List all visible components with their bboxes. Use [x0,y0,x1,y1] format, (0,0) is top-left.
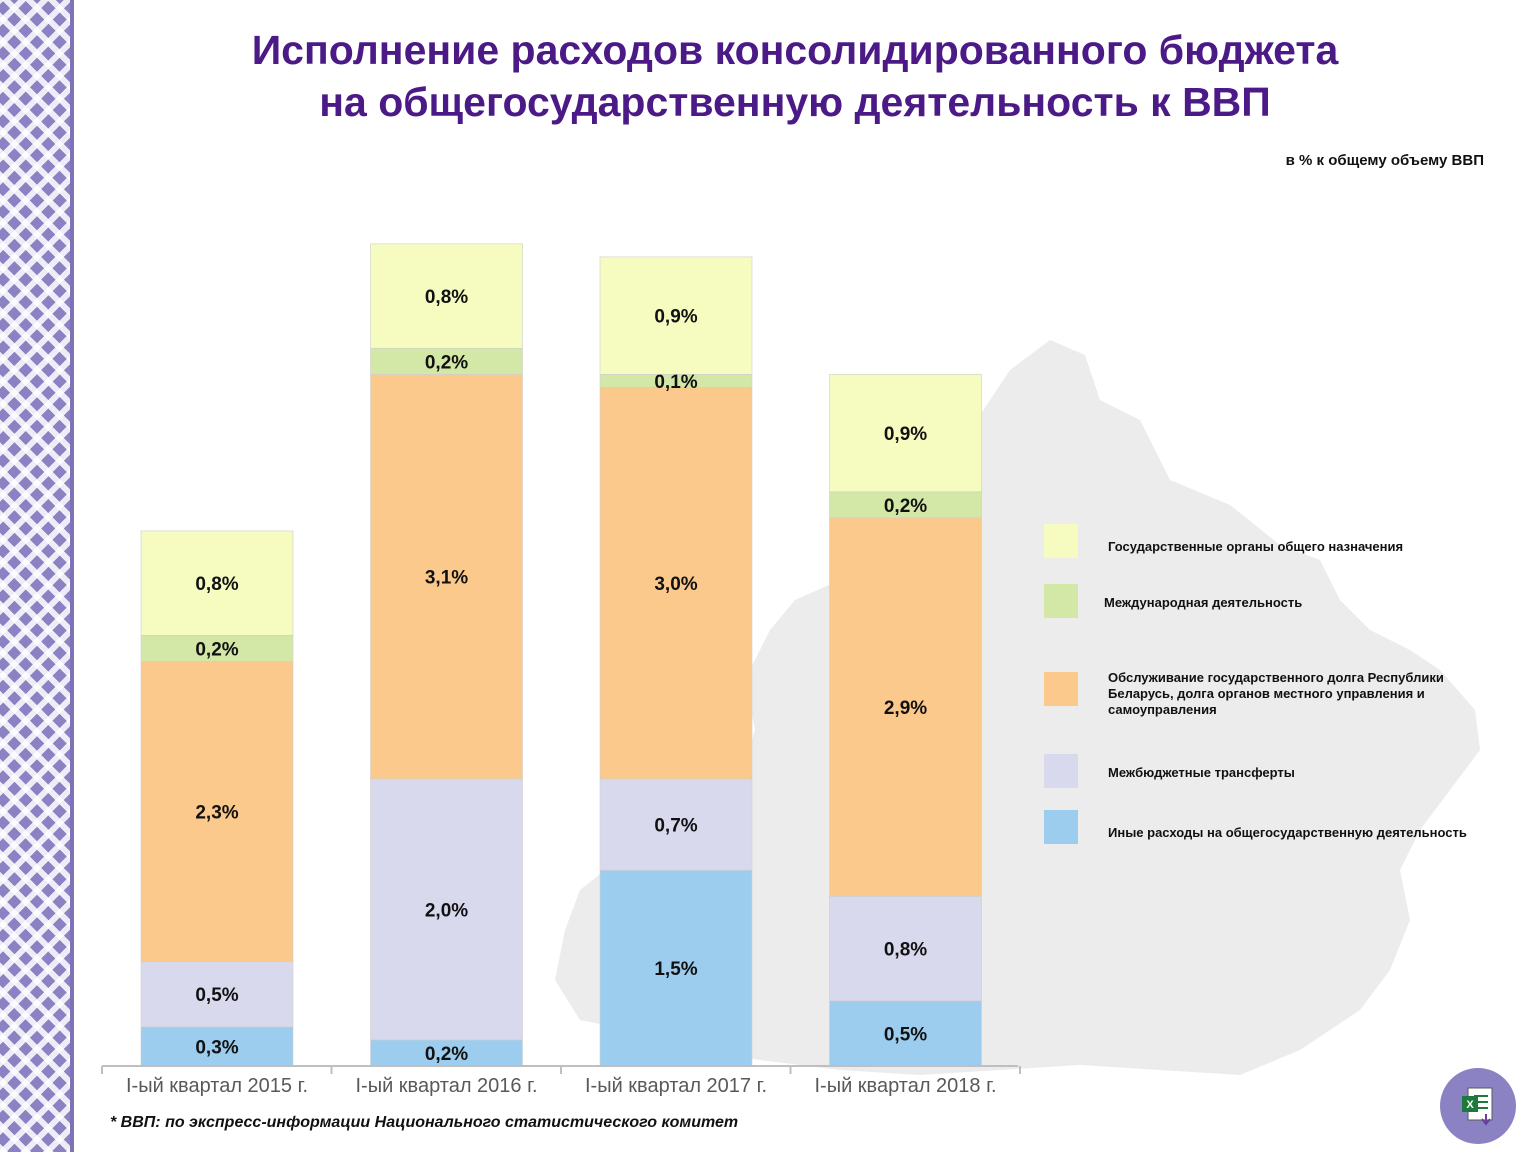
legend-label-international: Международная деятельность [1104,595,1303,610]
x-tick-label-2: I-ый квартал 2017 г. [585,1075,767,1097]
data-label-gov_bodies-0: 0,8% [195,574,238,595]
bars-group: 0,3% 0,5% 2,3% 0,2% 0,8% 0,2% 2,0% 3,1% 0,2% 0,8%… [140,243,982,1067]
bar-segment-transfers-3 [829,896,982,1002]
legend-label-transfers: Межбюджетные трансферты [1108,765,1295,780]
bar-segment-other-3 [829,1000,982,1067]
svg-text:X: X [1466,1099,1474,1111]
data-label-debt-2: 3,0% [654,574,697,595]
bar-segment-international-3 [829,491,982,519]
data-label-gov_bodies-1: 0,8% [425,287,468,308]
legend-swatch-other [1044,810,1078,844]
title-line-2: на общегосударственную деятельность к ВВ… [319,79,1271,125]
map-shape [555,340,1480,1075]
data-label-debt-1: 3,1% [425,568,468,589]
bar-segment-transfers-2 [599,778,753,871]
data-label-other-1: 0,2% [425,1044,468,1065]
data-label-transfers-0: 0,5% [195,985,238,1006]
data-label-international-1: 0,2% [425,352,468,373]
x-tick-label-3: I-ый квартал 2018 г. [814,1075,996,1097]
side-ornament [0,0,74,1152]
bar-segment-gov_bodies-0 [140,530,294,636]
legend-swatch-gov-bodies [1044,524,1078,558]
x-axis-ticks [101,1066,1021,1074]
bar-segment-other-1 [370,1039,523,1067]
bar-segment-gov_bodies-1 [370,243,523,349]
footnote: * ВВП: по экспресс-информации Национальн… [110,1114,739,1131]
data-label-transfers-2: 0,7% [654,816,697,837]
x-tick-label-1: I-ый квартал 2016 г. [355,1075,537,1097]
legend-label-other: Иные расходы на общегосударственную деят… [1108,825,1467,840]
data-label-other-2: 1,5% [654,959,697,980]
legend-swatch-transfers [1044,754,1078,788]
title-line-1: Исполнение расходов консолидированного б… [251,27,1339,73]
bar-segment-debt-0 [140,661,294,962]
data-label-debt-0: 2,3% [195,803,238,824]
data-label-international-0: 0,2% [195,639,238,660]
bar-segment-international-0 [140,635,294,662]
data-label-other-0: 0,3% [195,1037,238,1058]
data-label-transfers-1: 2,0% [425,900,468,921]
x-tick-label-0: I-ый квартал 2015 г. [126,1075,308,1097]
data-label-other-3: 0,5% [884,1024,927,1045]
bar-segment-other-2 [599,869,753,1067]
legend-label-gov-bodies: Государственные органы общего назначения [1108,539,1404,554]
stacked-bar-chart: 0,3% 0,5% 2,3% 0,2% 0,8% 0,2% 2,0% 3,1% 0,2% 0,8%… [101,243,1021,1097]
bar-segment-debt-2 [599,387,753,780]
legend-swatch-international [1044,584,1078,618]
bar-segment-debt-3 [829,517,982,897]
bar-segment-gov_bodies-3 [829,374,982,493]
data-label-debt-3: 2,9% [884,698,927,719]
data-label-international-3: 0,2% [884,496,927,517]
x-axis-labels: I-ый квартал 2015 г. I-ый квартал 2016 г.… [126,1075,997,1097]
excel-icon: X [1462,1087,1493,1126]
data-label-transfers-3: 0,8% [884,940,927,961]
page-title: Исполнение расходов консолидированного б… [80,24,1510,128]
legend-swatch-debt [1044,672,1078,706]
data-label-gov_bodies-3: 0,9% [884,424,927,445]
unit-label: в % к общему объему ВВП [1285,152,1484,169]
data-label-gov_bodies-2: 0,9% [654,307,697,328]
bar-segment-gov_bodies-2 [599,256,753,375]
data-label-international-2: 0,1% [654,372,697,393]
bar-segment-debt-1 [370,374,523,780]
bar-segment-international-1 [370,347,523,375]
chart-legend: Государственные органы общего назначения… [1044,520,1524,860]
bar-segment-transfers-1 [370,778,523,1041]
bar-segment-transfers-0 [140,961,294,1028]
legend-label-debt: Обслуживание государственного долга Респ… [1108,670,1444,717]
belarus-map-silhouette [555,340,1480,1075]
excel-download-button[interactable]: X [1440,1068,1516,1144]
